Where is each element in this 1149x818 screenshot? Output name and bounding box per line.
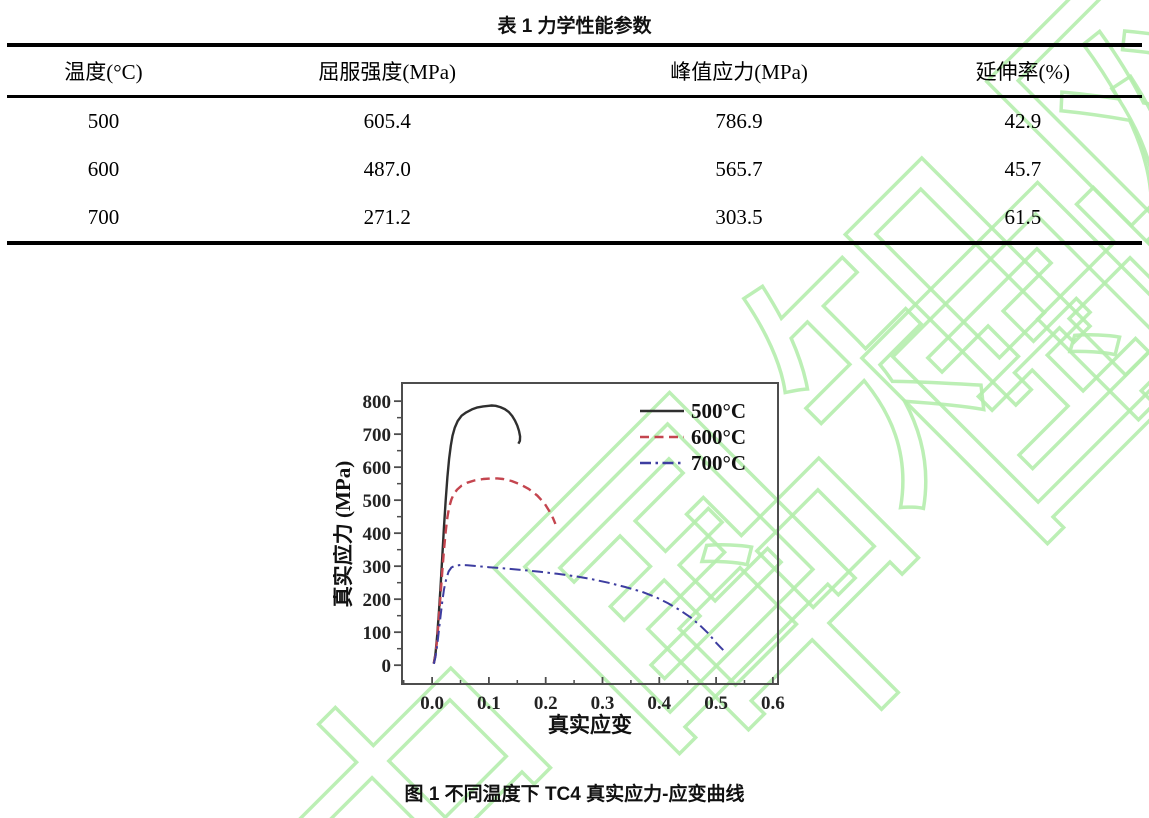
table-cell: 600 <box>87 157 120 181</box>
x-tick-label: 0.5 <box>704 693 728 714</box>
table-cell: 45.7 <box>1004 157 1042 181</box>
table-cell: 565.7 <box>715 157 763 181</box>
legend-label: 700°C <box>691 451 746 475</box>
table-cell: 487.0 <box>363 157 411 181</box>
x-tick-label: 0.1 <box>477 693 501 714</box>
x-axis: 0.0 0.1 0.2 0.3 0.4 0.5 0.6 <box>402 677 785 714</box>
series-600°C <box>432 477 557 664</box>
table-header-row: 温度(°C) 屈服强度(MPa) 峰值应力(MPa) 延伸率(%) <box>7 45 1142 96</box>
mechanical-properties-table: 温度(°C) 屈服强度(MPa) 峰值应力(MPa) 延伸率(%) 500 605.4 7… <box>7 43 1142 245</box>
x-tick-label: 0.2 <box>534 693 558 714</box>
table-cell: 700 <box>87 205 120 229</box>
y-tick-label: 0 <box>382 656 392 677</box>
table-title: 表 1 力学性能参数 <box>497 16 652 37</box>
y-tick-label: 300 <box>363 557 392 578</box>
table-body: 500 605.4 786.9 42.9 600 487.0 565.7 45.7 700 271… <box>7 96 1142 243</box>
y-tick-label: 200 <box>363 590 392 611</box>
table-cell: 605.4 <box>363 108 411 133</box>
figure-caption: 图 1 不同温度下 TC4 真实应力-应变曲线 <box>404 784 745 805</box>
table-row: 500 605.4 786.9 42.9 <box>7 96 1142 145</box>
table-cell: 786.9 <box>715 108 763 133</box>
table-cell: 500 <box>87 108 120 133</box>
x-tick-label: 0.0 <box>420 693 444 714</box>
table-row: 700 271.2 303.5 61.5 <box>7 194 1142 243</box>
column-header: 延伸率(%) <box>975 59 1071 84</box>
series-700°C <box>432 564 725 665</box>
y-tick-label: 500 <box>363 491 392 512</box>
stress-strain-chart: 0.0 0.1 0.2 0.3 0.4 0.5 0.6 0 100 200 300 400 500 600… <box>331 382 785 737</box>
x-axis-label: 真实应变 <box>548 713 632 737</box>
legend-label: 600°C <box>691 425 746 449</box>
legend-label: 500°C <box>691 399 746 423</box>
x-tick-label: 0.3 <box>591 693 615 714</box>
y-tick-label: 400 <box>363 524 392 545</box>
table-cell: 61.5 <box>1004 205 1042 229</box>
table-header: 温度(°C) 屈服强度(MPa) 峰值应力(MPa) 延伸率(%) <box>7 45 1142 96</box>
table-row: 600 487.0 565.7 45.7 <box>7 145 1142 194</box>
x-tick-label: 0.6 <box>761 693 785 714</box>
table-cell: 42.9 <box>1004 108 1042 133</box>
y-tick-label: 800 <box>363 392 392 413</box>
column-header: 峰值应力(MPa) <box>670 59 808 84</box>
series-500°C <box>432 404 522 664</box>
y-tick-label: 100 <box>363 623 392 644</box>
y-axis-label: 真实应力 (MPa) <box>333 461 355 607</box>
x-tick-label: 0.4 <box>647 693 671 714</box>
table-cell: 303.5 <box>715 205 763 229</box>
stress-strain-figure: 0.0 0.1 0.2 0.3 0.4 0.5 0.6 0 100 200 300 400 500 600… <box>331 374 793 764</box>
table-cell: 271.2 <box>363 205 411 229</box>
y-tick-label: 600 <box>363 458 392 479</box>
y-axis: 0 100 200 300 400 500 600 700 800 <box>363 392 402 677</box>
column-header: 屈服强度(MPa) <box>318 59 457 84</box>
y-tick-label: 700 <box>363 425 392 446</box>
column-header: 温度(°C) <box>64 59 143 84</box>
